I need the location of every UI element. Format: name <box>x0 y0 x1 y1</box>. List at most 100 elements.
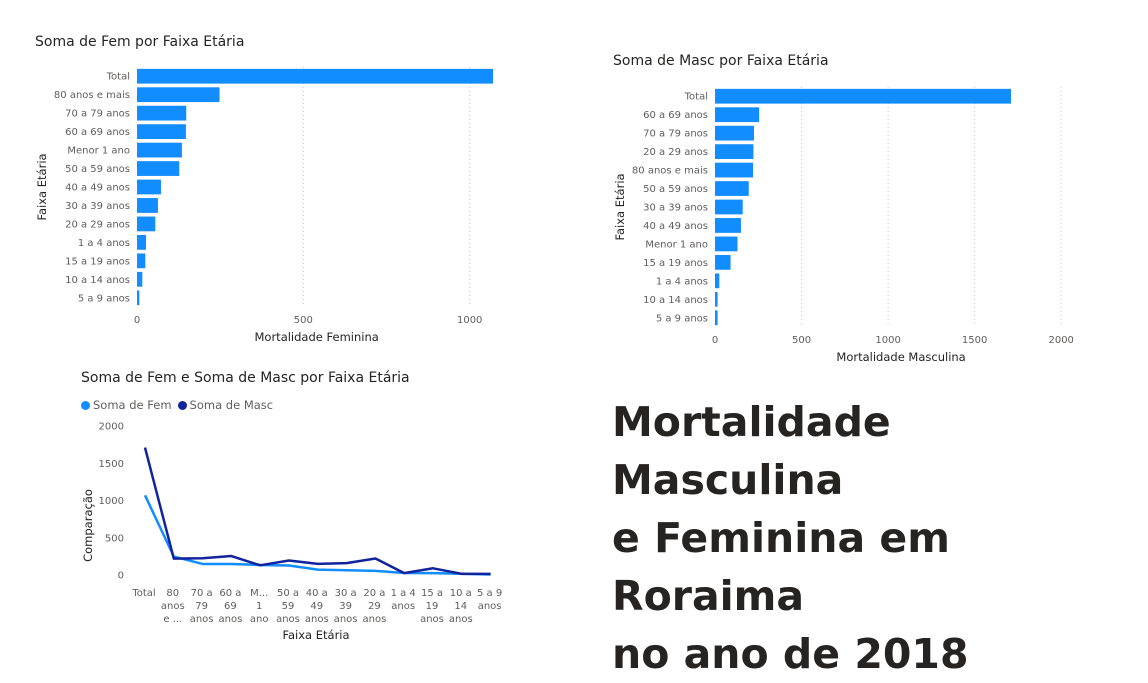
masc-chart-title: Soma de Masc por Faixa Etária <box>613 53 829 69</box>
bar <box>137 253 146 269</box>
x-tick-label: 50 a <box>277 588 299 599</box>
bar <box>137 271 143 287</box>
y-tick-label: Total <box>684 92 708 103</box>
x-tick-label: 500 <box>294 315 313 326</box>
x-tick-label: 20 a <box>363 588 385 599</box>
bar <box>137 105 187 121</box>
y-tick-label: 50 a 59 anos <box>643 184 708 195</box>
y-tick-label: 70 a 79 anos <box>643 129 708 140</box>
y-tick-label: 10 a 14 anos <box>643 295 708 306</box>
x-tick-label: 39 <box>339 601 352 612</box>
y-tick-label: 30 a 39 anos <box>65 201 130 212</box>
y-tick-label: Menor 1 ano <box>645 239 708 250</box>
x-axis-title: Mortalidade Masculina <box>836 350 965 364</box>
y-tick-label: 80 anos e mais <box>54 90 130 101</box>
y-tick-label: 1 a 4 anos <box>78 238 130 249</box>
x-tick-label: 15 a <box>421 588 443 599</box>
y-axis-title: Faixa Etária <box>35 153 49 220</box>
comparison-line-chart[interactable]: Soma de Fem e Soma de Masc por Faixa Etá… <box>0 360 560 647</box>
x-tick-label: 500 <box>792 335 811 346</box>
bar <box>137 198 158 213</box>
x-tick-label: 80 <box>166 588 179 599</box>
bar <box>715 310 718 326</box>
legend-item-masc[interactable]: Soma de Masc <box>177 398 274 412</box>
y-tick-label: 0 <box>118 571 124 582</box>
y-tick-label: 40 a 49 anos <box>643 221 708 232</box>
bar <box>137 161 180 176</box>
y-tick-label: Menor 1 ano <box>67 146 130 157</box>
x-tick-label: anos <box>363 614 387 625</box>
x-tick-label: 0 <box>712 335 718 346</box>
x-tick-label: 1500 <box>962 335 987 346</box>
bar <box>137 179 161 195</box>
x-tick-label: 59 <box>282 601 295 612</box>
x-tick-label: 1000 <box>875 335 900 346</box>
bar <box>715 162 754 178</box>
x-axis-title: Faixa Etária <box>282 628 349 642</box>
legend-dot-fem <box>81 400 90 410</box>
headline: Mortalidade Masculina e Feminina em Rora… <box>612 393 1132 683</box>
x-tick-label: anos <box>334 614 358 625</box>
bar <box>137 124 186 139</box>
x-tick-label: 14 <box>454 601 467 612</box>
y-tick-label: 40 a 49 anos <box>65 183 130 194</box>
x-tick-label: Total <box>131 588 155 599</box>
x-tick-label: 79 <box>195 601 208 612</box>
bar <box>715 125 754 141</box>
line-chart-title: Soma de Fem e Soma de Masc por Faixa Etá… <box>81 370 410 386</box>
x-tick-label: 19 <box>426 601 439 612</box>
x-tick-label: 70 a <box>191 588 213 599</box>
bar <box>715 144 754 159</box>
y-tick-label: Total <box>106 72 130 83</box>
headline-line-3: no ano de 2018 <box>612 630 969 678</box>
x-tick-label: 60 a <box>219 588 241 599</box>
x-tick-label: 1000 <box>457 315 482 326</box>
bar <box>137 290 140 306</box>
x-tick-label: anos <box>391 601 415 612</box>
legend-item-fem[interactable]: Soma de Fem <box>81 398 172 412</box>
x-tick-label: 69 <box>224 601 237 612</box>
fem-chart-title: Soma de Fem por Faixa Etária <box>35 34 245 50</box>
x-tick-label: 1 <box>256 601 262 612</box>
y-tick-label: 50 a 59 anos <box>65 164 130 175</box>
x-tick-label: 0 <box>134 315 140 326</box>
x-tick-label: 40 a <box>306 588 328 599</box>
y-tick-label: 500 <box>105 533 124 544</box>
x-tick-label: 30 a <box>335 588 357 599</box>
x-axis-title: Mortalidade Feminina <box>255 330 379 344</box>
x-tick-label: anos <box>305 614 329 625</box>
line-svg: 0 500 1000 1500 2000 Total 80 anos e ... 70 a 79 an… <box>81 422 502 643</box>
bar <box>137 87 220 103</box>
x-tick-label: anos <box>420 614 444 625</box>
y-tick-label: 1 a 4 anos <box>656 276 708 287</box>
fem-bar-chart[interactable]: Soma de Fem por Faixa Etária 0 500 1000 Tot… <box>0 0 560 360</box>
bar <box>137 68 493 84</box>
y-tick-label: 1500 <box>99 459 124 470</box>
bar <box>715 291 718 307</box>
x-tick-label: 5 a 9 <box>477 588 502 599</box>
bar <box>715 273 720 289</box>
legend-label-fem: Soma de Fem <box>93 398 172 412</box>
y-tick-label: 60 a 69 anos <box>643 110 708 121</box>
bar <box>715 255 731 270</box>
bar <box>715 218 741 233</box>
bar <box>137 216 156 232</box>
bar <box>715 181 749 196</box>
masc-bar-chart[interactable]: Soma de Masc por Faixa Etária 0 500 1000 15… <box>580 0 1140 375</box>
legend-label-masc: Soma de Masc <box>189 398 274 412</box>
x-tick-label: anos <box>449 614 473 625</box>
series-line-fem <box>143 494 491 576</box>
y-axis-title: Comparação <box>81 489 95 562</box>
x-tick-label: ano <box>250 614 269 625</box>
x-tick-label: 29 <box>368 601 381 612</box>
y-tick-label: 10 a 14 anos <box>65 275 130 286</box>
y-tick-label: 15 a 19 anos <box>65 256 130 267</box>
line-chart-legend[interactable]: Soma de Fem Soma de Masc <box>81 398 279 412</box>
y-tick-label: 80 anos e mais <box>632 166 708 177</box>
y-tick-label: 1000 <box>99 496 124 507</box>
x-tick-label: 2000 <box>1048 335 1073 346</box>
bar <box>715 199 743 215</box>
headline-line-1: Mortalidade Masculina <box>612 398 891 504</box>
bar <box>715 236 738 252</box>
bar <box>137 142 182 158</box>
